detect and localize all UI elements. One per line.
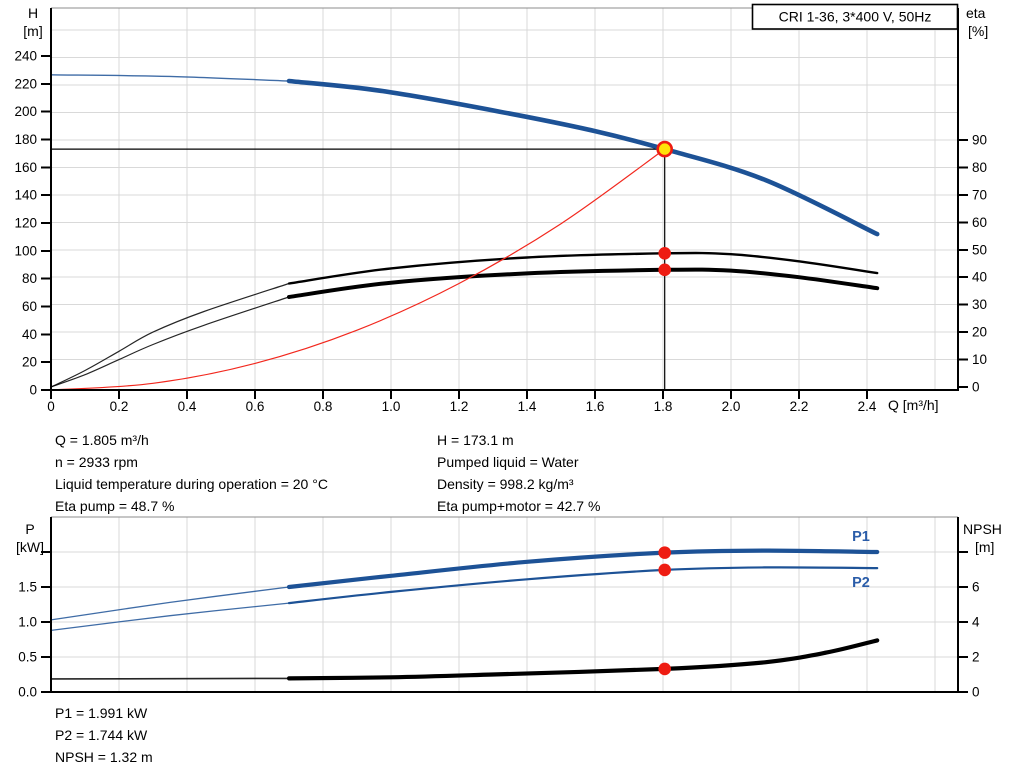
- gridlines-layer: [51, 8, 958, 692]
- operating-points-layer: [656, 140, 674, 676]
- annotation-line: P1 = 1.991 kW: [55, 705, 148, 721]
- left-axis-tick-label: 220: [14, 76, 37, 91]
- left-axis-tick-label: 1.5: [18, 580, 37, 595]
- head-curve-thick: [286, 78, 880, 237]
- p1-curve-label: P1: [852, 529, 870, 545]
- tick-labels-layer: 2402202001801601401201008060402009080706…: [14, 48, 987, 699]
- eta-pump-motor-operating-point: [658, 263, 671, 277]
- operating-data-block-right: H = 173.1 m Pumped liquid = Water Density …: [437, 429, 600, 517]
- pump-title: CRI 1-36, 3*400 V, 50Hz: [779, 9, 932, 25]
- annotation-line: Eta pump = 48.7 %: [55, 498, 175, 514]
- x-axis-tick-label: 0.2: [110, 399, 129, 414]
- operating-lines-layer: [51, 148, 666, 390]
- annotation-line: Density = 998.2 kg/m³: [437, 476, 574, 492]
- x-axis-tick-label: 0.4: [178, 399, 197, 414]
- pump-title-box: [751, 3, 959, 30]
- x-axis-tick-label: 1.4: [518, 399, 537, 414]
- p2-curve-thick: [287, 566, 879, 605]
- annotation-line: P2 = 1.744 kW: [55, 727, 148, 743]
- annotation-line: Eta pump+motor = 42.7 %: [437, 498, 601, 514]
- x-axis-tick-label: 2.0: [722, 399, 741, 414]
- x-axis-tick-label: 1.6: [586, 399, 605, 414]
- right-axis-tick-label: 80: [972, 160, 987, 175]
- left-axis-tick-label: 20: [22, 355, 37, 370]
- left-axis-tick-label: 1.0: [18, 615, 37, 630]
- eta-pump-motor-curve-thin: [50, 296, 290, 388]
- x-axis-tick-label: 2.4: [858, 399, 877, 414]
- top-right-axis-title-unit: [%]: [968, 23, 988, 39]
- duty-point: [656, 140, 674, 158]
- bottom-right-axis-title-symbol: NPSH: [963, 521, 1002, 537]
- right-axis-tick-label: 30: [972, 297, 987, 312]
- x-axis-tick-label: 0: [47, 399, 55, 414]
- system-curve: [50, 148, 666, 391]
- x-axis-tick-label: 1.0: [382, 399, 401, 414]
- left-axis-tick-label: 160: [14, 160, 37, 175]
- p1-curve-thick: [286, 548, 880, 590]
- p2-curve-label: P2: [852, 575, 870, 591]
- power-data-block: P1 = 1.991 kW P2 = 1.744 kW NPSH = 1.32 m: [55, 702, 153, 768]
- left-axis-tick-label: 100: [14, 243, 37, 258]
- right-axis-tick-label: 2: [972, 650, 980, 665]
- right-axis-tick-label: 90: [972, 133, 987, 148]
- annotation-line: n = 2933 rpm: [55, 454, 138, 470]
- left-axis-tick-label: 140: [14, 188, 37, 203]
- npsh-curve-thin: [50, 677, 290, 680]
- operating-data-block-left: Q = 1.805 m³/h n = 2933 rpm Liquid tempera…: [55, 429, 328, 517]
- bottom-left-axis-title-unit: [kW]: [16, 539, 44, 555]
- right-axis-tick-label: 0: [972, 380, 980, 395]
- right-axis-tick-label: 70: [972, 187, 987, 202]
- right-axis-tick-label: 50: [972, 242, 987, 257]
- eta-pump-motor-curve-thick: [287, 267, 880, 299]
- x-axis-tick-label: 1.2: [450, 399, 469, 414]
- right-axis-tick-label: 60: [972, 215, 987, 230]
- x-axis-tick-label: 0.8: [314, 399, 333, 414]
- right-axis-tick-label: 0: [972, 685, 980, 700]
- x-axis-tick-label: 1.8: [654, 399, 673, 414]
- p1-curve-thin: [50, 586, 290, 621]
- eta-pump-operating-point: [658, 247, 671, 260]
- top-left-axis-title-unit: [m]: [23, 23, 42, 39]
- x-axis-title: Q [m³/h]: [888, 397, 939, 413]
- left-axis-tick-label: 0.5: [18, 650, 37, 665]
- top-right-axis-title-symbol: eta: [966, 5, 986, 21]
- left-axis-tick-label: 0.0: [18, 685, 37, 700]
- right-axis-tick-label: 4: [972, 615, 980, 630]
- bottom-left-axis-title-symbol: P: [25, 521, 34, 537]
- eta-pump-curve-thin: [50, 282, 290, 388]
- right-axis-tick-label: 6: [972, 580, 980, 595]
- curves-layer: [50, 74, 880, 681]
- right-axis-tick-label: 40: [972, 270, 987, 285]
- p2-operating-point: [658, 563, 671, 577]
- right-axis-tick-label: 20: [972, 325, 987, 340]
- right-axis-tick-label: 10: [972, 352, 987, 367]
- left-axis-tick-label: 60: [22, 299, 37, 314]
- npsh-curve-thick: [286, 638, 880, 681]
- left-axis-tick-label: 120: [14, 215, 37, 230]
- left-axis-tick-label: 240: [14, 48, 37, 63]
- annotation-line: Q = 1.805 m³/h: [55, 432, 149, 448]
- top-left-axis-title-symbol: H: [28, 5, 38, 21]
- left-axis-tick-label: 80: [22, 271, 37, 286]
- bottom-right-axis-title-unit: [m]: [975, 539, 994, 555]
- x-axis-tick-label: 2.2: [790, 399, 809, 414]
- eta-pump-curve-thick: [287, 251, 879, 285]
- head-curve-thin: [50, 74, 290, 82]
- left-axis-tick-label: 40: [22, 327, 37, 342]
- annotation-line: Liquid temperature during operation = 20…: [55, 476, 328, 492]
- annotation-line: Pumped liquid = Water: [437, 454, 579, 470]
- left-axis-tick-label: 180: [14, 132, 37, 147]
- p2-curve-thin: [50, 602, 290, 632]
- annotation-line: NPSH = 1.32 m: [55, 749, 153, 765]
- p1-operating-point: [658, 546, 671, 559]
- annotation-line: H = 173.1 m: [437, 432, 514, 448]
- left-axis-tick-label: 200: [14, 104, 37, 119]
- left-axis-tick-label: 0: [29, 383, 37, 398]
- x-axis-tick-label: 0.6: [246, 399, 265, 414]
- npsh-operating-point: [658, 662, 671, 676]
